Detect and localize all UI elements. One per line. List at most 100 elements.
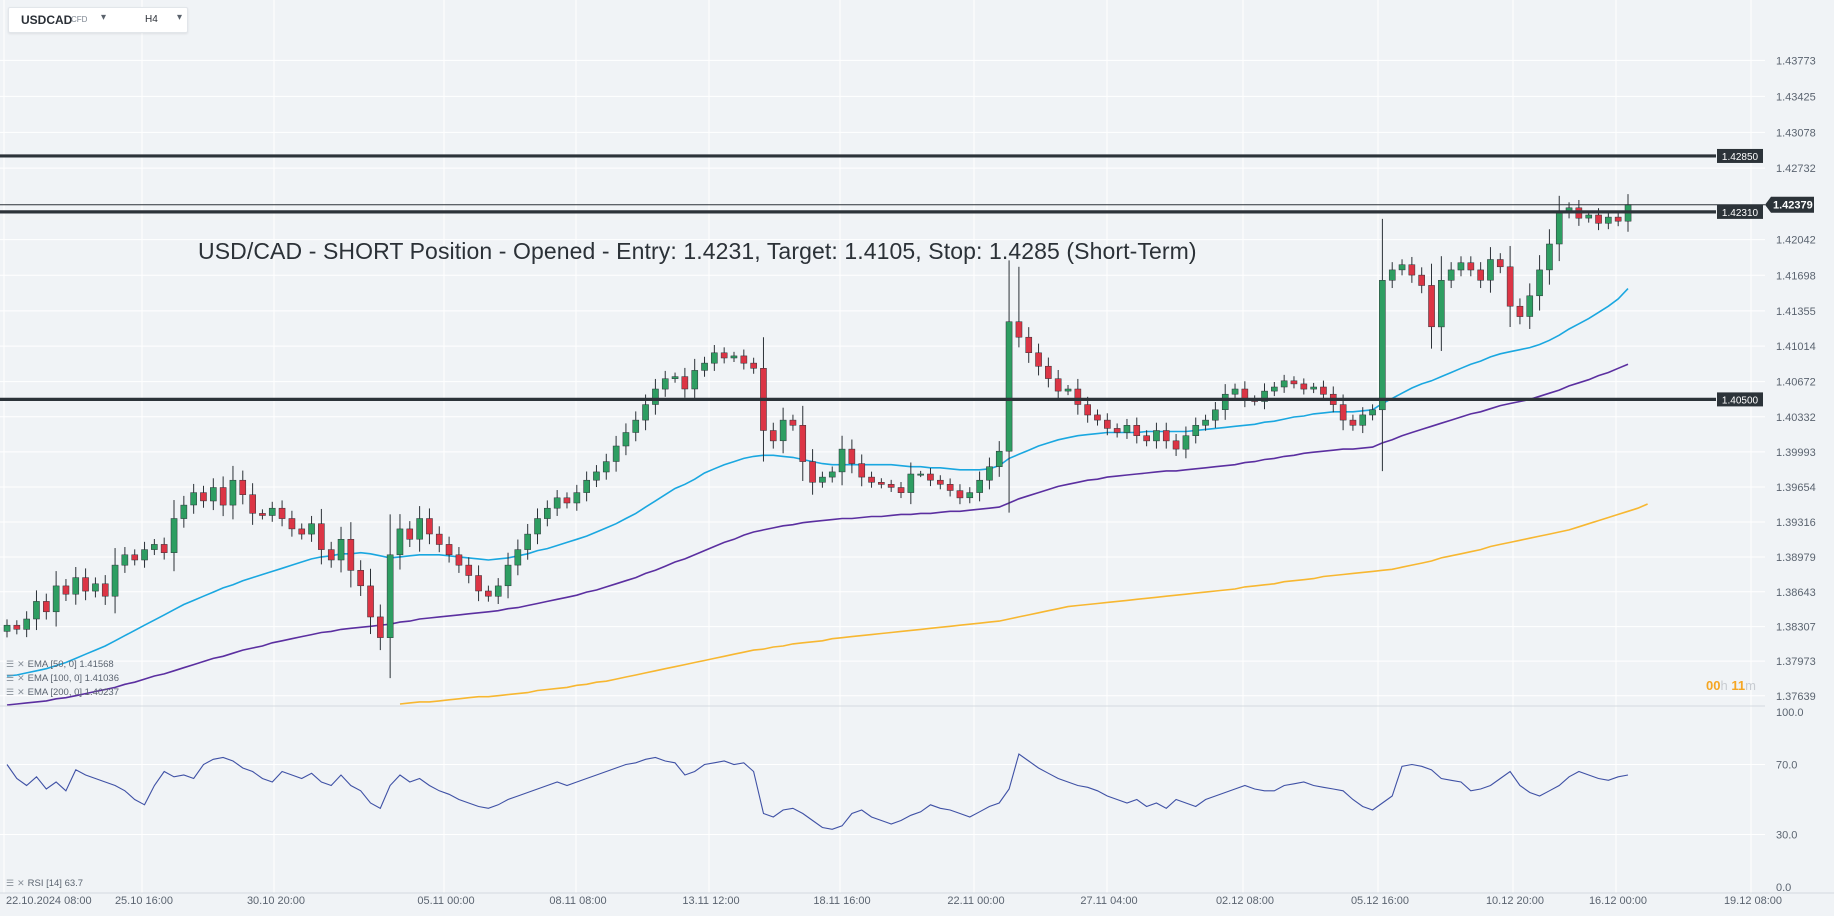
time-axis[interactable]: 22.10.2024 08:00 25.10 16:00 30.10 20:00 05… <box>0 892 1834 907</box>
candle-body <box>858 463 866 478</box>
price-tags: 1.42850 1.42310 1.40500 1.42379 <box>1717 148 1814 407</box>
candle-body <box>268 507 276 516</box>
candle-body <box>1172 440 1180 450</box>
symbol-toolbar[interactable]: USDCAD CFD ▾ H4 ▾ <box>8 7 188 33</box>
candle-body <box>1477 269 1484 281</box>
time-tick-label: 19.12 08:00 <box>1724 895 1782 907</box>
candle-body <box>1290 380 1298 385</box>
candle-body <box>3 624 11 632</box>
candle-body <box>799 425 807 462</box>
ema100-line <box>6 363 1629 706</box>
time-tick-label: 25.10 16:00 <box>115 895 173 907</box>
candle-body <box>1496 259 1504 268</box>
time-tick-label: 13.11 12:00 <box>682 895 739 907</box>
candle-body <box>1054 378 1062 392</box>
candle-body <box>396 528 404 556</box>
close-icon[interactable]: ✕ <box>17 673 25 683</box>
candle-body <box>632 419 640 433</box>
symbol-name[interactable]: USDCAD <box>21 13 73 27</box>
settings-icon[interactable]: ☰ <box>6 878 15 888</box>
rsi-tick-label: 30.0 <box>1776 830 1797 842</box>
price-tick-label: 1.39654 <box>1776 482 1816 494</box>
candle-body <box>1231 388 1239 395</box>
price-tick-label: 1.39993 <box>1776 447 1816 459</box>
candle-body <box>937 479 944 485</box>
candle-body <box>887 484 895 488</box>
horizontal-level-lines[interactable] <box>0 154 1765 401</box>
candle-body <box>190 492 197 506</box>
candle-body <box>1526 295 1534 317</box>
level-price-tag-label: 1.42310 <box>1722 208 1759 219</box>
candle-body <box>1398 264 1406 271</box>
candle-body <box>1074 388 1082 405</box>
candle-body <box>1045 365 1052 379</box>
candle-body <box>82 577 89 592</box>
ema200-line <box>399 503 1648 705</box>
candle-body <box>602 461 610 473</box>
time-tick-label: 30.10 20:00 <box>247 895 305 907</box>
settings-icon[interactable]: ☰ <box>6 687 15 697</box>
close-icon[interactable]: ✕ <box>17 878 25 888</box>
candle-body <box>946 484 954 491</box>
candle-body <box>33 601 40 620</box>
candle-body <box>917 473 924 476</box>
candle-body <box>347 539 355 571</box>
ema50-line <box>6 288 1629 677</box>
candle-body <box>661 378 669 390</box>
candle-body <box>730 355 738 359</box>
candle-body <box>1015 321 1023 338</box>
candle-body <box>1143 435 1150 442</box>
price-tick-label: 1.38979 <box>1776 552 1816 564</box>
candle-body <box>691 370 699 390</box>
candle-body <box>1379 280 1386 411</box>
candle-body <box>1349 419 1357 426</box>
candle-body <box>229 479 237 506</box>
candle-body <box>1388 269 1396 281</box>
price-tick-label: 1.39316 <box>1776 517 1816 529</box>
close-icon[interactable]: ✕ <box>17 687 25 697</box>
candle-body <box>1153 430 1160 442</box>
rsi-legend[interactable]: ☰ ✕ RSI [14] 63.7 <box>6 878 83 889</box>
candle-body <box>819 476 826 483</box>
price-tick-label: 1.43773 <box>1776 55 1816 67</box>
close-icon[interactable]: ✕ <box>17 659 25 669</box>
candle-body <box>1084 404 1091 416</box>
candle-body <box>1162 430 1170 442</box>
candle-body <box>494 585 502 597</box>
candle-body <box>897 487 905 493</box>
rsi-tick-label: 100.0 <box>1776 707 1804 719</box>
settings-icon[interactable]: ☰ <box>6 673 15 683</box>
candle-body <box>455 554 463 566</box>
candle-body <box>327 549 335 561</box>
ema-lines <box>6 288 1648 706</box>
rsi-line <box>6 753 1629 830</box>
candle-body <box>1506 266 1514 307</box>
timeframe-label[interactable]: H4 <box>145 14 158 25</box>
candle-body <box>259 513 266 516</box>
candle-body <box>219 487 227 506</box>
candle-body <box>612 445 620 462</box>
candle-body <box>1310 386 1317 390</box>
ema100-legend[interactable]: ☰ ✕ EMA [100, 0] 1.41036 <box>6 673 119 684</box>
ema100-legend-text: EMA [100, 0] 1.41036 <box>27 673 119 684</box>
candle-body <box>1221 393 1229 410</box>
ema50-legend[interactable]: ☰ ✕ EMA [50, 0] 1.41568 <box>6 659 114 670</box>
price-axis[interactable]: 1.43773 1.43425 1.43078 1.42732 1.42042 1.416… <box>1776 55 1816 702</box>
price-tick-label: 1.37973 <box>1776 656 1816 668</box>
candle-body <box>131 554 139 561</box>
symbol-dropdown-icon[interactable]: ▾ <box>101 12 107 23</box>
settings-icon[interactable]: ☰ <box>6 659 15 669</box>
ema200-legend[interactable]: ☰ ✕ EMA [200, 0] 1.40237 <box>6 687 119 698</box>
candle-body <box>210 487 217 502</box>
candle-body <box>1035 352 1042 367</box>
candle-body <box>288 518 296 530</box>
candle-body <box>1438 280 1445 328</box>
candle-body <box>475 575 482 592</box>
candle-body <box>52 585 60 613</box>
candle-body <box>828 471 836 478</box>
trade-headline: USD/CAD - SHORT Position - Opened - Entr… <box>198 238 1197 264</box>
candle-body <box>1339 404 1347 421</box>
candle-body <box>809 461 816 483</box>
timeframe-dropdown-icon[interactable]: ▾ <box>177 12 183 23</box>
